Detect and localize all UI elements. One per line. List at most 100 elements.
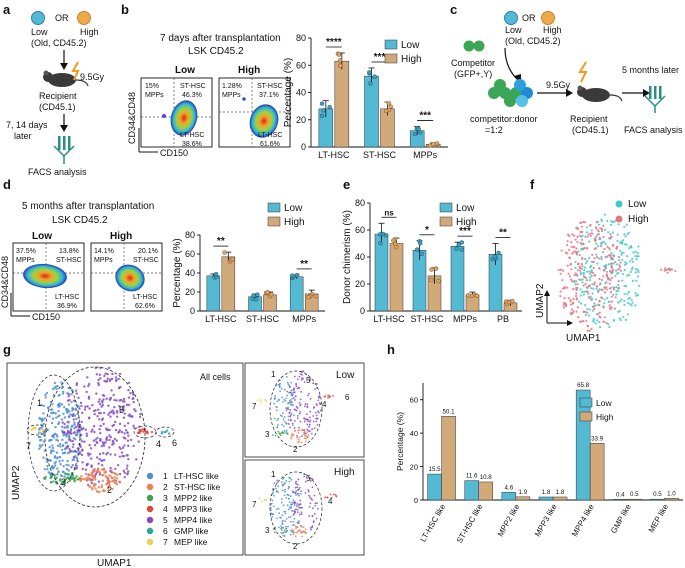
f-high-point-79 [582,310,585,313]
g-c5-point-51 [81,467,84,471]
f-low-point-128 [583,269,586,272]
g-legend-num-1: 1 [163,471,168,481]
g-c5-point-20 [86,405,89,408]
d-ytick-label-3: 60 [185,249,195,259]
g-legend-num-3: 3 [163,493,168,503]
g-c1-point-222 [55,433,58,437]
f-low-point-229 [609,223,613,226]
gl-c5-point-118 [300,378,303,381]
g-c2-point-87 [94,482,97,486]
gh-c5-point-32 [294,482,297,485]
b-subtitle: LSK CD45.2 [188,46,244,57]
e-ytick-label-0: 0 [360,306,365,316]
f-low-point-259 [581,281,584,284]
g-c1-point-257 [40,438,43,442]
f-low-point-151 [584,313,588,316]
f-high-tail-point-11 [666,271,669,274]
gh-c3-point-1 [273,531,276,534]
g-c5-point-286 [86,462,90,466]
g-c1-point-44 [73,427,76,430]
gl-c7-point-3 [256,399,259,402]
gh-c3-point-8 [283,531,286,534]
g-c5-point-104 [66,444,70,448]
b-flow-high-mpp: 1.28% [222,83,242,90]
g-c5-point-8 [115,399,118,402]
gh-c4-point-2 [330,496,333,499]
f-high-point-23 [570,268,573,271]
gh-c1-point-6 [295,494,297,497]
f-low-point-0 [629,270,632,274]
g-c1-point-164 [59,474,63,477]
f-high-point-200 [603,247,606,251]
c-competitor: Competitor [451,58,495,68]
gh-c5-point-61 [299,525,302,527]
d-flow-low-lt: LT-HSC [55,294,79,301]
gh-c1-point-97 [277,526,280,529]
f-low-point-76 [595,287,598,290]
g-c5-point-85 [93,412,96,416]
gl-c5-point-12 [303,381,306,383]
h-ytick-label-3: 60 [410,396,418,405]
gh-c5-point-11 [297,478,300,481]
gl-c5-point-13 [298,375,301,378]
gl-c5-point-10 [295,405,298,408]
e-ylabel: Donor chimerism (%) [342,210,353,304]
g-c5-point-225 [118,455,122,458]
g-c7-point-9 [33,426,37,430]
g-c1-point-73 [62,412,65,416]
gl-c5-point-64 [304,417,307,420]
f-xlabel: UMAP1 [566,333,601,344]
a-recipient: Recipient [39,91,77,101]
h-ylabel: Percentage (%) [395,412,405,471]
gh-c2-point-15 [292,533,295,536]
f-high-point-83 [594,246,598,250]
f-low-point-147 [596,262,599,265]
f-high-point-221 [575,251,578,254]
f-low-point-23 [634,254,637,258]
f-high-point-178 [562,301,566,305]
gh-c1-point-103 [282,534,284,537]
gl-c1-point-69 [283,398,286,401]
e-dot-low-1-1 [419,251,424,257]
g-c1-point-104 [60,483,63,486]
g-c1-point-209 [54,412,57,415]
g-c1-point-53 [69,413,72,416]
g-c3-point-25 [53,474,56,477]
g-c5-point-242 [100,444,104,448]
h-bar-high-5 [627,498,642,501]
g-c1-point-154 [51,387,55,391]
gh-c5-point-13 [295,505,298,507]
gl-c5-point-124 [319,409,322,412]
b-ytick-label-4: 80 [296,33,306,43]
f-low-point-238 [628,247,631,250]
f-low-point-110 [606,219,609,223]
g-c1-point-127 [65,441,68,444]
f-low-point-201 [606,322,610,326]
f-low-point-90 [625,223,628,226]
gl-c5-point-47 [311,428,314,430]
d-dot-low-1-0 [255,292,260,297]
g-c5-point-88 [127,388,130,392]
f-high-point-138 [592,266,595,270]
f-low-point-236 [636,293,640,296]
g-outline-4 [133,425,157,439]
b-title: 7 days after transplantation [160,33,281,44]
f-high-point-174 [569,300,572,303]
g-legend-name-4: MPP3 like [174,504,213,514]
g-low-label-7: 7 [252,402,257,411]
gl-c5-point-112 [315,417,318,420]
g-c4-point-15 [141,427,145,431]
g-c5-point-309 [101,399,104,403]
gh-c5-point-57 [296,521,299,524]
g-c2-point-85 [106,486,110,490]
g-outline-7 [26,424,48,436]
g-c2-point-79 [102,488,105,492]
gh-c5-point-52 [310,477,313,480]
gh-c1-point-106 [272,513,275,516]
f-low-point-9 [612,319,615,322]
g-c5-point-24 [95,373,99,376]
gh-c5-point-46 [311,525,314,527]
g-c5-point-78 [98,428,101,431]
d-dot-low-0-3 [214,272,219,277]
g-c5-point-122 [97,408,100,411]
